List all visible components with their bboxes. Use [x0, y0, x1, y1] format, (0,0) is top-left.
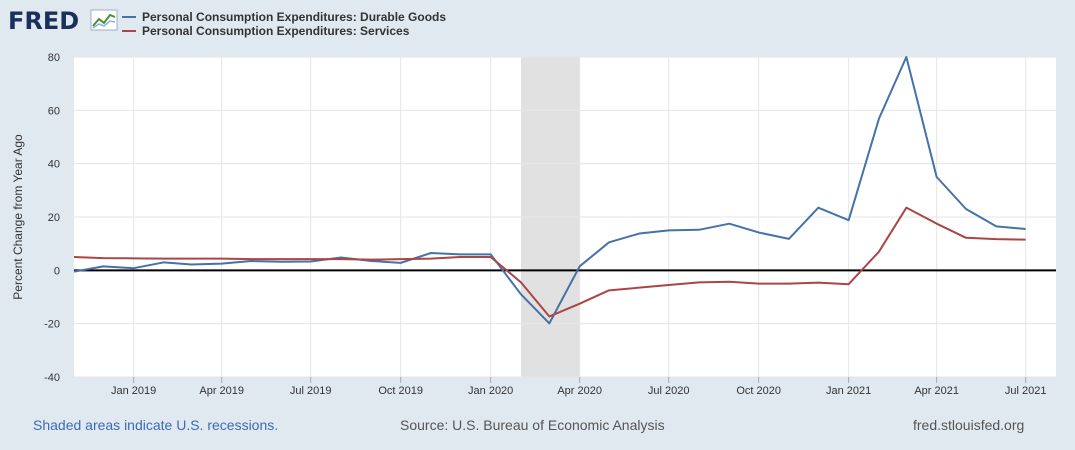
axis-layer: -40 -20 0 20 40 60 80 Jan 2019 Apr 2019 Jul 2019 O…	[44, 52, 1046, 397]
legend-entry-services: Personal Consumption Expenditures: Servi…	[122, 24, 446, 38]
fred-chart-icon	[90, 9, 118, 31]
y-tick-label-2: 0	[54, 265, 60, 277]
site-link[interactable]: fred.stlouisfed.org	[913, 417, 1025, 433]
x-tick-label-3: Oct 2019	[378, 385, 423, 397]
x-tick-label-2: Jul 2019	[290, 385, 332, 397]
series-line-1	[73, 206, 1026, 318]
x-tick-label-9: Apr 2021	[914, 385, 959, 397]
series-layer	[73, 56, 1056, 325]
recession-note-link[interactable]: Shaded areas indicate U.S. recessions.	[33, 417, 279, 433]
legend-label-services: Personal Consumption Expenditures: Servi…	[142, 24, 410, 38]
series-line-0	[73, 56, 1026, 325]
fred-logo[interactable]: FRED	[8, 6, 118, 36]
grid-layer	[74, 56, 1056, 378]
fred-logo-text: FRED	[8, 7, 80, 35]
x-tick-label-10: Jul 2021	[1005, 385, 1047, 397]
chart-legend: Personal Consumption Expenditures: Durab…	[122, 10, 446, 38]
x-tick-label-1: Apr 2019	[199, 385, 244, 397]
y-tick-label-4: 40	[48, 159, 60, 171]
legend-swatch-services	[122, 30, 136, 32]
legend-swatch-durable-goods	[122, 16, 136, 18]
y-tick-label-3: 20	[48, 212, 60, 224]
x-tick-label-0: Jan 2019	[111, 385, 156, 397]
x-tick-label-8: Jan 2021	[826, 385, 871, 397]
y-tick-label-1: -20	[44, 319, 60, 331]
y-tick-label-5: 60	[48, 105, 60, 117]
legend-entry-durable-goods: Personal Consumption Expenditures: Durab…	[122, 10, 446, 24]
legend-label-durable-goods: Personal Consumption Expenditures: Durab…	[142, 10, 447, 24]
x-tick-label-7: Oct 2020	[736, 385, 781, 397]
x-tick-label-6: Jul 2020	[648, 385, 690, 397]
y-tick-label-0: -40	[44, 372, 60, 384]
x-tick-label-5: Apr 2020	[557, 385, 602, 397]
source-text: Source: U.S. Bureau of Economic Analysis	[400, 417, 665, 433]
y-axis-label: Percent Change from Year Ago	[11, 134, 25, 300]
y-tick-label-6: 80	[48, 52, 60, 64]
x-tick-label-4: Jan 2020	[468, 385, 513, 397]
